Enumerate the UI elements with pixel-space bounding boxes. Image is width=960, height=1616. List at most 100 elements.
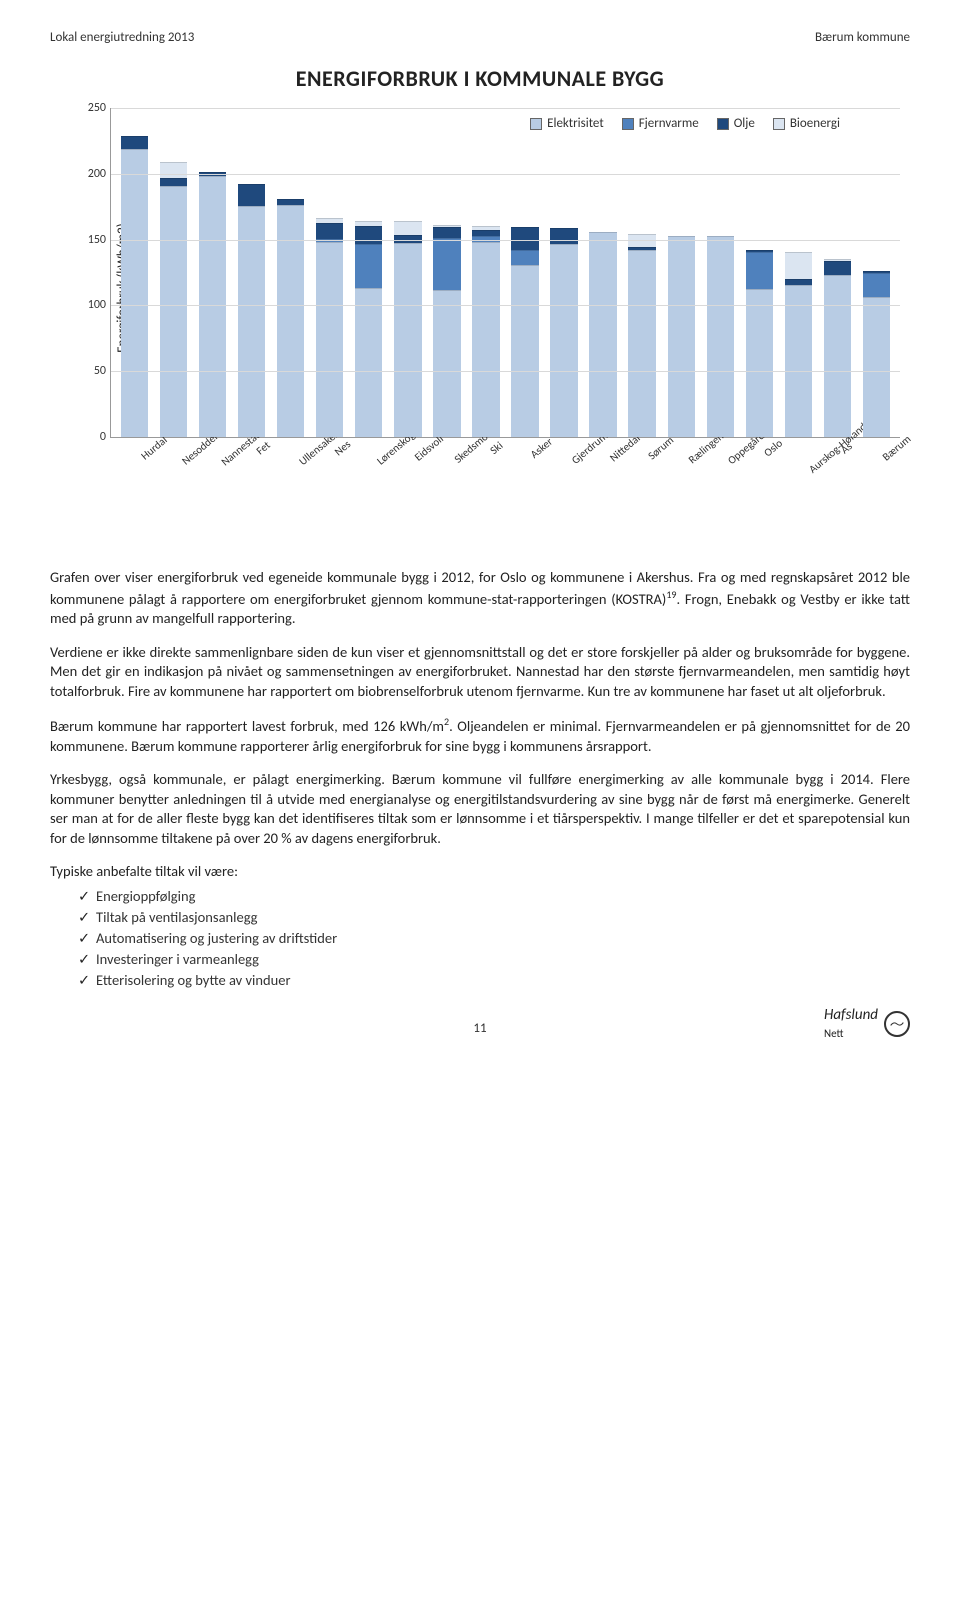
energy-chart: Energiforbruk (kWh/m2) ElektrisitetFjern… [110,108,900,468]
bar-segment-elek [668,236,695,437]
bar-stack [394,221,421,437]
tiltak-item: Etterisolering og bytte av vinduer [78,970,910,991]
tiltak-item: Investeringer i varmeanlegg [78,949,910,970]
bar-column: Aurskog-Høland [779,252,818,437]
bar-segment-elek [433,290,460,437]
bar-segment-olje [433,227,460,238]
bar-stack [472,226,499,437]
bar-segment-elek [160,186,187,437]
bar-column: Bærum [857,271,896,437]
x-category-label: Bærum [868,443,902,474]
bar-segment-fjern [355,244,382,288]
bar-segment-elek [707,236,734,437]
bar-segment-bio [785,252,812,278]
bars-container: HurdalNesoddenNannestadFetUllensakerNesL… [111,108,900,437]
bar-column: Nes [310,218,349,437]
tiltak-list: EnergioppfølgingTiltak på ventilasjonsan… [78,886,910,991]
ytick-label: 250 [81,101,106,115]
gridline [111,371,900,372]
x-category-label: Lørenskog [357,443,400,482]
bar-stack [511,227,538,437]
gridline [111,240,900,241]
bar-column: Nittedal [584,232,623,437]
bar-stack [199,172,226,437]
x-category-label: Skedsmo [436,443,475,479]
bar-stack [785,252,812,437]
x-category-label: Ullensaker [278,443,322,483]
x-category-label: Aurskog-Høland [779,443,842,499]
bar-stack [160,162,187,437]
bar-segment-olje [160,178,187,186]
bar-column: Nannestad [193,172,232,437]
bar-stack [355,221,382,437]
bar-segment-olje [511,227,538,249]
bar-segment-olje [355,226,382,244]
bar-column: Rælingen [662,236,701,437]
bar-stack [433,225,460,437]
bar-stack [277,199,304,437]
bar-segment-elek [355,288,382,437]
ytick-label: 200 [81,167,106,181]
x-category-label: Rælingen [670,443,710,480]
bar-column: Skedsmo [427,225,466,437]
bar-column: Ullensaker [271,199,310,437]
bar-stack [707,236,734,437]
bar-segment-elek [121,149,148,437]
bar-column: Ski [466,226,505,437]
x-category-label: Nesodden [161,443,204,482]
bar-segment-olje [824,261,851,274]
bar-segment-fjern [746,252,773,289]
bar-segment-fjern [511,250,538,266]
bar-segment-bio [394,221,421,236]
bar-stack [824,259,851,437]
logo-icon [884,1011,910,1037]
ytick-label: 100 [81,298,106,312]
bar-segment-elek [589,232,616,437]
bar-segment-fjern [863,273,890,297]
bar-column: Gjerdrum [545,228,584,437]
bar-column: Eidsvoll [388,221,427,437]
ytick-label: 0 [81,430,106,444]
bar-column: Oppegård [701,236,740,437]
logo-sub: Nett [824,1027,844,1040]
bar-segment-elek [316,242,343,437]
x-category-label: Ski [483,443,501,461]
x-category-label: Gjerdrum [553,443,594,481]
bar-column: Asker [505,227,544,437]
bar-stack [746,250,773,437]
header-left: Lokal energiutredning 2013 [50,30,194,45]
bar-segment-fjern [433,238,460,291]
paragraph-3: Bærum kommune har rapportert lavest forb… [50,715,910,756]
paragraph-4: Yrkesbygg, også kommunale, er pålagt ene… [50,770,910,848]
bar-segment-bio [160,162,187,178]
bar-segment-elek [863,297,890,437]
bar-column: Fet [232,184,271,437]
bar-stack [589,232,616,437]
bar-column: Sørum [623,234,662,437]
x-category-label: Hurdal [127,443,158,472]
bar-stack [550,228,577,437]
chart-title: ENERGIFORBRUK I KOMMUNALE BYGG [50,65,910,92]
bar-stack [316,218,343,437]
x-category-label: Asker [518,443,545,469]
bar-segment-olje [550,228,577,244]
paragraph-2: Verdiene er ikke direkte sammenlignbare … [50,643,910,702]
header-right: Bærum kommune [815,30,910,45]
bar-stack [628,234,655,437]
bar-column: Nesodden [154,162,193,437]
bar-stack [863,271,890,437]
gridline [111,174,900,175]
page-header: Lokal energiutredning 2013 Bærum kommune [50,30,910,45]
tiltak-item: Automatisering og justering av driftstid… [78,928,910,949]
logo-name: Hafslund [824,1006,878,1024]
x-category-label: Sørum [634,443,665,472]
tiltak-item: Tiltak på ventilasjonsanlegg [78,907,910,928]
bar-segment-elek [628,250,655,437]
footer-logo: Hafslund Nett [824,1006,910,1042]
bar-column: Lørenskog [349,221,388,437]
paragraph-5-intro: Typiske anbefalte tiltak vil være: [50,862,910,882]
paragraph-1: Grafen over viser energiforbruk ved egen… [50,568,910,629]
bar-segment-olje [785,279,812,286]
bar-segment-elek [238,206,265,437]
bar-column: Hurdal [115,136,154,437]
